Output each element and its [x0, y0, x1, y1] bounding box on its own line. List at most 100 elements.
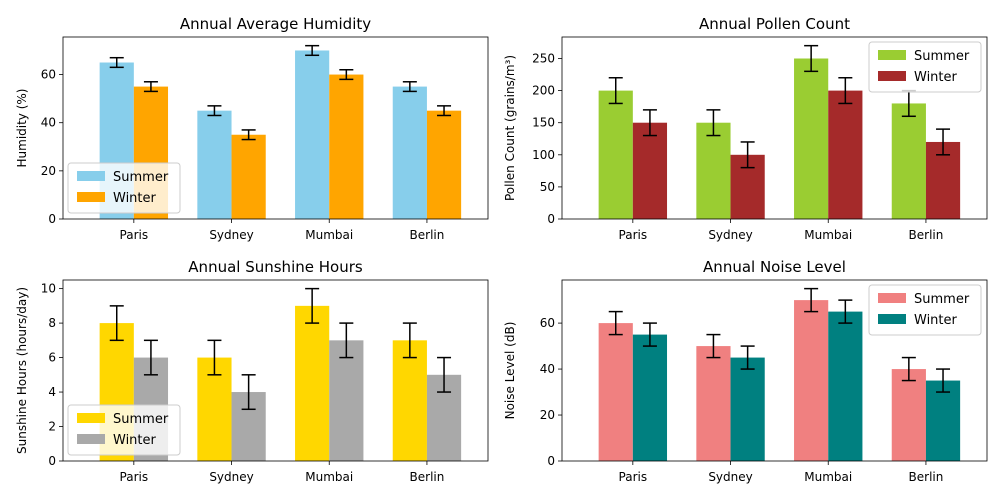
error-bar	[241, 129, 256, 141]
legend-label: Winter	[113, 433, 157, 448]
legend-label: Winter	[914, 70, 958, 85]
bar-winter-mumbai	[329, 340, 364, 461]
error-bar	[642, 322, 657, 347]
x-tick-label: Sydney	[708, 228, 752, 242]
error-bar	[402, 81, 417, 93]
legend-swatch	[878, 50, 906, 60]
error-bar	[936, 368, 951, 393]
y-tick-label: 40	[41, 116, 56, 130]
bar-summer-berlin	[392, 86, 427, 219]
error-bar	[109, 56, 124, 69]
legend-swatch	[878, 314, 906, 324]
x-tick-label: Paris	[619, 470, 648, 484]
error-bar	[936, 128, 951, 156]
y-tick-label: 20	[540, 408, 555, 422]
y-tick-label: 6	[48, 351, 56, 365]
legend-label: Summer	[113, 412, 169, 427]
error-bar	[437, 356, 452, 393]
error-bar	[241, 374, 256, 411]
chart-panel-3: Paris Sydney Mumbai Berlin 0 2 4 6 8 10 Annual Sun…	[15, 258, 489, 484]
error-bar	[901, 356, 916, 382]
legend-swatch	[77, 434, 105, 444]
bar-summer-mumbai	[794, 300, 829, 461]
legend-label: Summer	[914, 292, 970, 307]
bar-summer-sydney	[197, 110, 232, 219]
y-tick-label: 250	[532, 52, 555, 66]
legend-swatch	[878, 71, 906, 81]
y-axis-label: Sunshine Hours (hours/day)	[15, 287, 29, 454]
y-tick-label: 50	[540, 180, 555, 194]
chart-title: Annual Average Humidity	[180, 15, 371, 33]
x-tick-label: Berlin	[909, 228, 944, 242]
axes-frame	[561, 36, 988, 220]
bar-summer-sydney	[696, 122, 731, 219]
error-bar	[207, 339, 222, 376]
y-tick-label: 100	[532, 148, 555, 162]
chart-title: Annual Noise Level	[703, 258, 846, 276]
y-tick-label: 0	[48, 454, 56, 468]
bar-summer-berlin	[891, 103, 926, 219]
x-tick-label: Sydney	[708, 470, 752, 484]
legend: Summer Winter	[868, 284, 982, 336]
y-tick-label: 40	[540, 362, 555, 376]
legend: Summer Winter	[67, 162, 181, 214]
y-tick-label: 0	[48, 212, 56, 226]
chart-title: Annual Pollen Count	[699, 15, 850, 33]
bar-summer-berlin	[392, 340, 427, 461]
x-tick-label: Mumbai	[305, 228, 353, 242]
y-tick-label: 200	[532, 84, 555, 98]
x-tick-label: Mumbai	[804, 228, 852, 242]
bar-summer-mumbai	[794, 58, 829, 220]
error-bar	[143, 339, 158, 376]
legend-swatch	[878, 293, 906, 303]
error-bar	[706, 333, 721, 359]
error-bar	[838, 299, 853, 324]
error-bar	[339, 322, 354, 359]
bar-winter-mumbai	[828, 311, 863, 461]
legend-swatch	[77, 413, 105, 423]
error-bar	[740, 345, 755, 370]
error-bar	[608, 77, 623, 105]
y-tick-label: 60	[540, 316, 555, 330]
y-tick-label: 2	[48, 420, 56, 434]
bar-winter-berlin	[925, 380, 961, 461]
x-tick-label: Paris	[619, 228, 648, 242]
legend-swatch	[77, 192, 105, 202]
y-axis-label: Noise Level (dB)	[503, 322, 517, 420]
y-axis-label: Humidity (%)	[15, 89, 29, 168]
legend-label: Summer	[113, 170, 169, 185]
error-bar	[339, 68, 354, 81]
chart-panel-4: Paris Sydney Mumbai Berlin 0 20 40 60 Annual Noi…	[503, 258, 988, 484]
bar-winter-berlin	[426, 110, 462, 219]
y-tick-label: 60	[41, 68, 56, 82]
x-tick-label: Paris	[120, 470, 149, 484]
x-tick-label: Paris	[120, 228, 149, 242]
axes-frame	[62, 279, 489, 462]
error-bar	[642, 109, 657, 137]
y-tick-label: 10	[41, 282, 56, 296]
error-bar	[305, 44, 320, 57]
x-tick-label: Berlin	[410, 228, 445, 242]
bar-winter-paris	[632, 334, 668, 461]
bar-winter-mumbai	[828, 90, 863, 219]
legend-label: Winter	[914, 313, 958, 328]
x-tick-label: Sydney	[209, 470, 253, 484]
y-tick-label: 0	[547, 454, 555, 468]
y-tick-label: 0	[547, 212, 555, 226]
legend-label: Summer	[914, 49, 970, 64]
bar-summer-paris	[598, 323, 633, 461]
legend-swatch	[77, 171, 105, 181]
error-bar	[804, 44, 819, 73]
legend: Summer Winter	[868, 41, 982, 93]
bar-summer-sydney	[696, 346, 731, 461]
error-bar	[207, 105, 222, 117]
x-tick-label: Berlin	[410, 470, 445, 484]
x-tick-label: Berlin	[909, 470, 944, 484]
error-bar	[437, 105, 452, 117]
error-bar	[706, 109, 721, 137]
error-bar	[143, 81, 158, 93]
y-tick-label: 20	[41, 164, 56, 178]
y-tick-label: 8	[48, 316, 56, 330]
bar-summer-mumbai	[295, 305, 330, 461]
